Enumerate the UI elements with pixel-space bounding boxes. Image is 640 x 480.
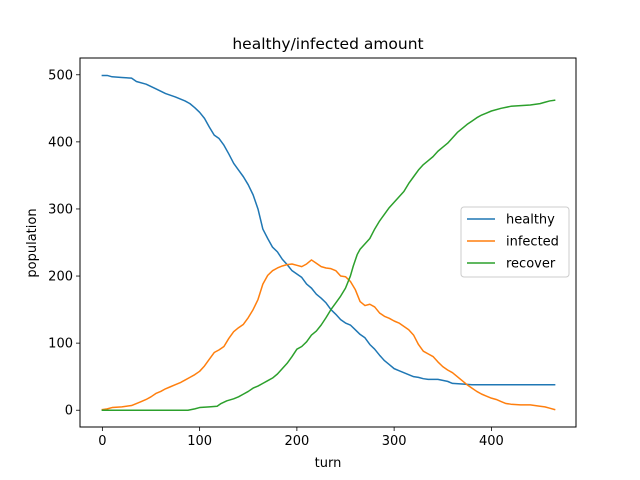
y-tick-label: 100 [48, 337, 73, 352]
x-axis-label: turn [315, 456, 342, 471]
y-tick-label: 400 [48, 135, 73, 150]
x-tick-label: 400 [479, 434, 504, 449]
x-tick-label: 200 [284, 434, 309, 449]
x-tick-label: 100 [187, 434, 212, 449]
y-axis-ticks: 0 100 200 300 400 500 [48, 68, 80, 419]
y-axis-label: population [25, 208, 40, 277]
y-tick-label: 300 [48, 202, 73, 217]
series-line-infected [101, 259, 556, 411]
y-tick-label: 0 [65, 404, 73, 419]
legend: healthy infected recover [460, 206, 570, 278]
legend-label-recover: recover [506, 257, 556, 272]
series-line-healthy [101, 74, 556, 386]
x-tick-label: 0 [98, 434, 106, 449]
y-tick-label: 200 [48, 270, 73, 285]
legend-label-infected: infected [506, 235, 559, 250]
series-lines [101, 74, 556, 411]
chart-title: healthy/infected amount [232, 35, 423, 53]
y-tick-label: 500 [48, 68, 73, 83]
legend-label-healthy: healthy [506, 213, 555, 228]
x-axis-ticks: 0 100 200 300 400 [98, 427, 504, 449]
plot-area [79, 57, 577, 428]
legend-box [460, 206, 570, 278]
x-tick-label: 300 [382, 434, 407, 449]
series-line-recover [101, 99, 556, 411]
axes-frame [79, 57, 577, 428]
